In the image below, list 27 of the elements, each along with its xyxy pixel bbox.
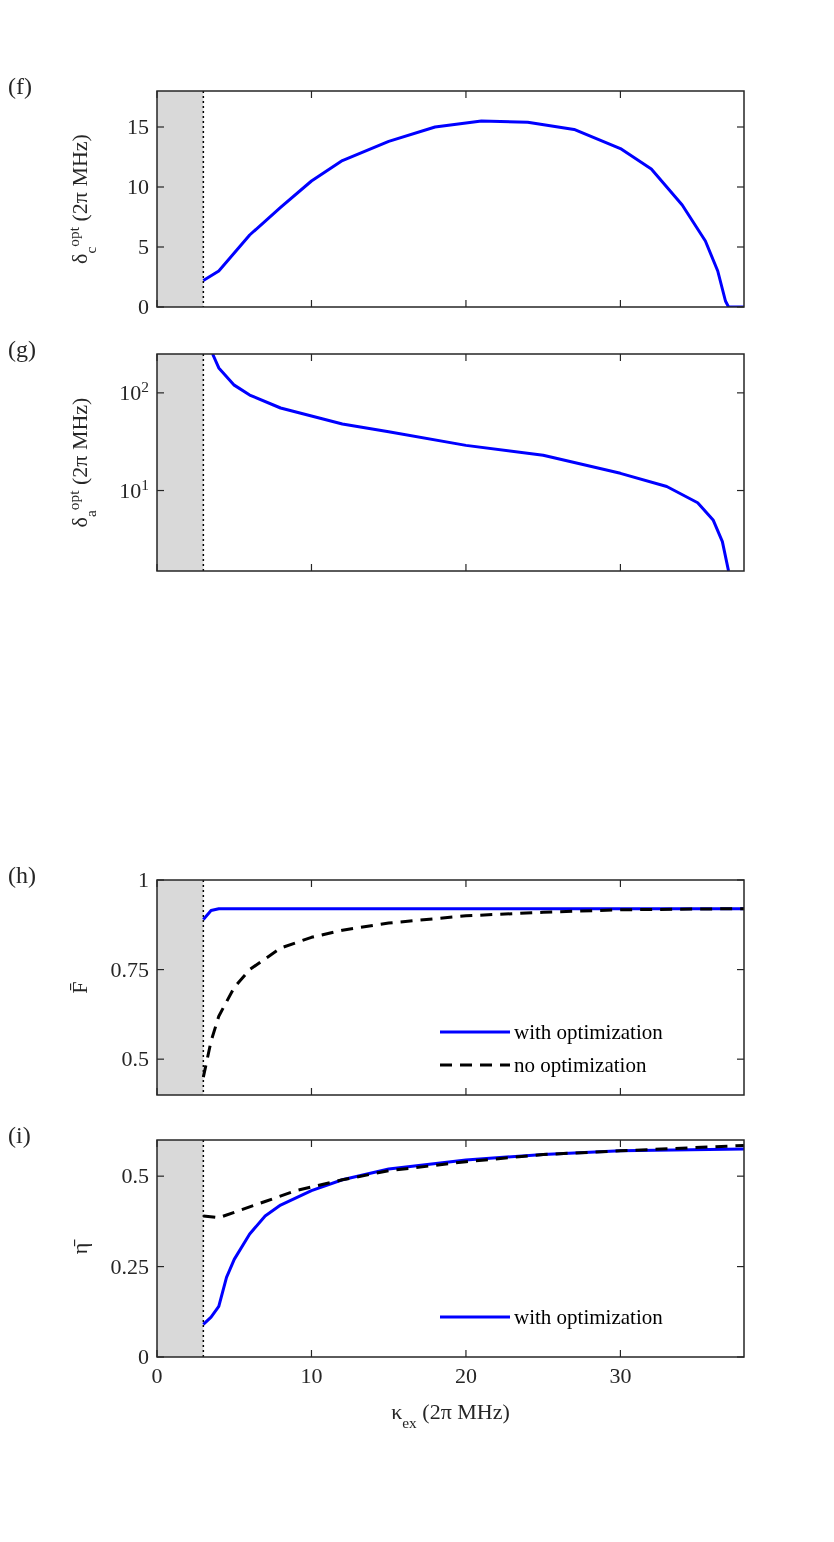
y-tick-label: 0 xyxy=(138,1344,149,1369)
y-axis-title: η̄ xyxy=(67,1238,92,1255)
chart-title: (i) xyxy=(8,1122,31,1148)
y-tick-label: 0.75 xyxy=(110,956,149,982)
x-tick-label: 30 xyxy=(609,1363,632,1388)
chart-title: (g) xyxy=(8,336,36,362)
y-tick-label: 0.5 xyxy=(121,1163,149,1189)
chart-title: (f) xyxy=(8,73,32,99)
y-tick-label: 1 xyxy=(138,867,149,892)
y-tick-label: 10 xyxy=(127,174,149,199)
line-series xyxy=(211,354,731,571)
y-tick-label: 10$^{2}$ xyxy=(119,377,149,405)
chart-title: (h) xyxy=(8,862,36,888)
x-axis-title: κ$_{ex}$ (2π MHz) xyxy=(391,1399,510,1431)
x-tick-label: 10 xyxy=(300,1363,323,1388)
y-tick-label: 0.5 xyxy=(121,1046,149,1072)
y-tick-label: 0.25 xyxy=(110,1253,149,1279)
x-tick-label: 20 xyxy=(454,1363,477,1388)
y-tick-label: 0 xyxy=(138,294,149,319)
y-tick-label: 5 xyxy=(138,234,149,259)
y-axis-title: F̄ xyxy=(67,981,92,994)
line-series xyxy=(201,1143,744,1220)
legend-label: no optimization xyxy=(514,1053,647,1077)
y-tick-label: 15 xyxy=(127,114,149,139)
y-tick-label: 10$^{1}$ xyxy=(119,475,149,503)
legend-label: with optimization xyxy=(514,1305,664,1329)
legend-label: with optimization xyxy=(514,1020,664,1044)
